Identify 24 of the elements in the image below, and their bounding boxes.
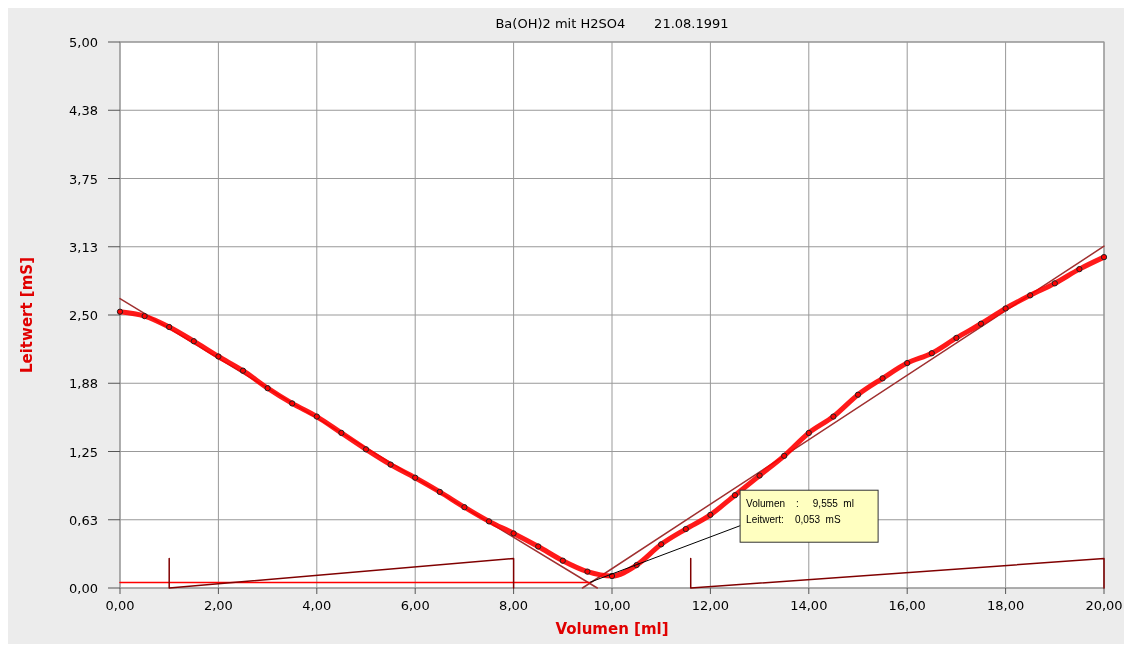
- x-tick-label: 20,00: [1085, 598, 1123, 613]
- chart-title: Ba(OH)2 mit H2SO4 21.08.1991: [495, 16, 729, 31]
- x-tick-label: 18,00: [986, 598, 1025, 613]
- x-axis-title: Volumen [ml]: [555, 620, 669, 638]
- x-tick-label: 0,00: [105, 598, 135, 613]
- y-tick-label: 0,63: [69, 512, 98, 528]
- x-tick-label: 16,00: [888, 598, 926, 613]
- y-tick-label: 0,00: [69, 581, 98, 596]
- y-tick-label: 4,38: [69, 103, 98, 119]
- annotation: Volumen : 9,555 ml Leitwert: 0,053 mS: [746, 498, 854, 526]
- x-tick-label: 8,00: [499, 598, 529, 613]
- y-axis-title: Leitwert [mS]: [18, 256, 36, 374]
- x-tick-label: 10,00: [593, 598, 631, 613]
- y-tick-label: 1,25: [69, 444, 98, 460]
- y-tick-label: 2,50: [69, 308, 98, 323]
- y-tick-label: 3,13: [69, 239, 98, 255]
- x-tick-label: 12,00: [691, 598, 730, 613]
- y-tick-label: 5,00: [69, 35, 98, 50]
- x-tick-label: 6,00: [400, 598, 430, 613]
- x-tick-label: 2,00: [203, 598, 233, 613]
- y-tick-label: 3,75: [69, 171, 98, 187]
- y-tick-label: 1,88: [69, 376, 98, 392]
- x-tick-label: 4,00: [302, 598, 332, 613]
- x-tick-label: 14,00: [790, 598, 828, 613]
